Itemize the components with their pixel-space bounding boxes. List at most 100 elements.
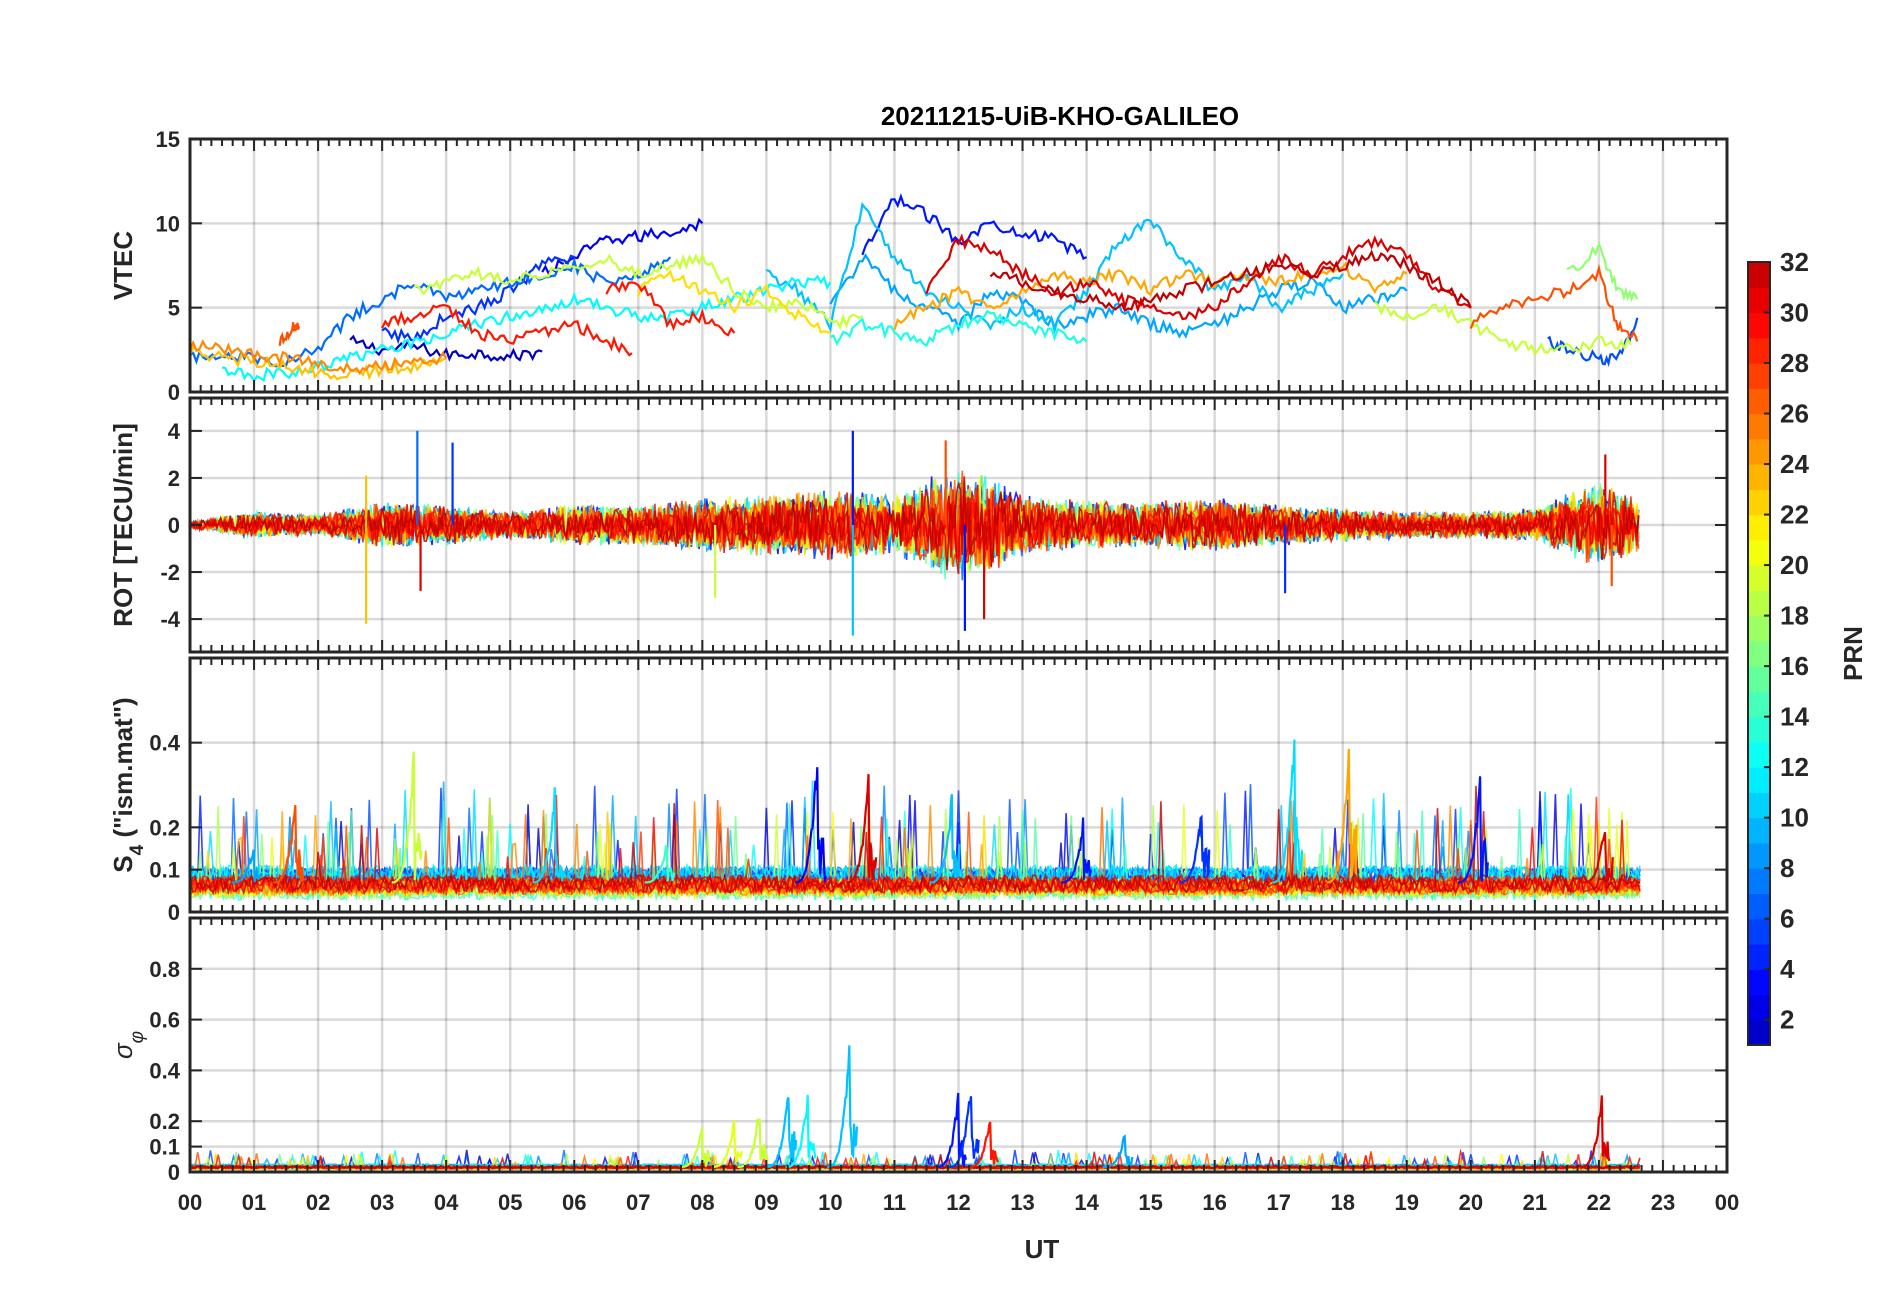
colorbar-segment (1748, 312, 1770, 339)
vtec-series-prn-23 (190, 345, 447, 381)
vtec-series-prn-25 (190, 339, 448, 375)
sigma_phi-peak-prn-10 (827, 1045, 859, 1169)
panel-ticks (189, 398, 1728, 652)
y-tick-label: 0.2 (149, 815, 180, 840)
colorbar-segment (1748, 413, 1770, 440)
colorbar-tick-label: 32 (1780, 247, 1809, 277)
x-tick-label: 10 (818, 1190, 842, 1215)
s4-peak-prn-4 (1061, 817, 1092, 884)
panel-ticks (189, 918, 1728, 1173)
colorbar-segment (1748, 615, 1770, 642)
colorbar-segment (1748, 464, 1770, 490)
colorbar-segment (1748, 691, 1770, 718)
y-tick-label: 0 (168, 900, 180, 925)
x-tick-label: 12 (946, 1190, 970, 1215)
y-tick-label: 10 (156, 211, 180, 236)
colorbar-segment (1748, 363, 1770, 389)
colorbar-segment (1748, 943, 1770, 970)
vtec-series-prn-27 (278, 322, 300, 346)
colorbar-tick-label: 18 (1780, 601, 1809, 631)
sigma_phi-peak-prn-31 (1579, 1095, 1611, 1169)
colorbar-segment (1748, 489, 1770, 516)
colorbar-segment (1748, 388, 1770, 415)
rot-series-prn-31 (190, 491, 1640, 575)
chart-title: 20211215-UiB-KHO-GALILEO (881, 101, 1239, 131)
y-tick-label: 0.2 (149, 1109, 180, 1134)
colorbar-tick-label: 16 (1780, 651, 1809, 681)
vtec-series-prn-29 (381, 303, 633, 357)
x-tick-label: 05 (498, 1190, 522, 1215)
x-tick-label: 01 (242, 1190, 266, 1215)
vtec-series-prn-27 (1469, 263, 1639, 342)
x-tick-label: 07 (626, 1190, 650, 1215)
colorbar-tick-label: 2 (1780, 1005, 1794, 1035)
x-tick-label: 23 (1651, 1190, 1675, 1215)
panel-vtec: 0 5 10 15 VTEC (108, 127, 1729, 405)
vtec-series-prn-13 (830, 309, 1088, 348)
colorbar-tick-label: 12 (1780, 752, 1809, 782)
y-tick-label: 4 (168, 419, 181, 444)
vtec-series-prn-19 (413, 252, 863, 331)
x-tick-label: 13 (1010, 1190, 1034, 1215)
x-tick-label: 16 (1202, 1190, 1226, 1215)
rot-series-prn-32 (190, 476, 1640, 571)
y-axis-title-base: S (108, 855, 138, 872)
s4-peak-prn-11 (532, 787, 564, 884)
x-tick-label: 02 (306, 1190, 330, 1215)
colorbar-tick-label: 26 (1780, 399, 1809, 429)
x-tick-label: 18 (1331, 1190, 1355, 1215)
colorbar-segment (1748, 792, 1770, 819)
x-tick-label: 19 (1395, 1190, 1419, 1215)
colorbar-segment (1748, 767, 1770, 794)
colorbar-segment (1748, 337, 1770, 364)
s4-peak-prn-31 (846, 774, 878, 884)
x-tick-label: 00 (1715, 1190, 1739, 1215)
x-tick-label: 15 (1138, 1190, 1162, 1215)
x-tick-label: 06 (562, 1190, 586, 1215)
rot-series-prn-29 (190, 488, 1640, 568)
vtec-series-prn-31 (925, 233, 1472, 321)
sigma_phi-peak-prn-10 (766, 1097, 798, 1169)
s4-series-prn-31 (190, 811, 1641, 896)
x-tick-label: 20 (1459, 1190, 1483, 1215)
s4-peak-prn-14 (644, 844, 676, 884)
panel-rot: -4 -2 0 2 4 ROT [TECU/min] (108, 396, 1729, 654)
colorbar-segment (1748, 918, 1770, 945)
x-axis-title: UT (1025, 1234, 1060, 1264)
vtec-series-prn-32 (989, 249, 1472, 313)
panel-ticks (189, 138, 1728, 393)
vtec-series-prn-10 (766, 201, 1344, 335)
colorbar-segment (1748, 893, 1770, 920)
colorbar-segment (1748, 994, 1770, 1021)
s4-peak-prn-9 (231, 849, 263, 884)
panel-ticks (189, 658, 1728, 913)
vtec-series-prn-4 (861, 193, 1088, 260)
x-tick-label: 04 (434, 1190, 459, 1215)
s4-peak-prn-3 (795, 767, 827, 884)
sigma_phi-peak-prn-4 (936, 1092, 967, 1169)
colorbar-frame (1747, 261, 1771, 1046)
sigma_phi-peak-prn-19 (679, 1127, 711, 1169)
colorbar-tick-label: 30 (1780, 298, 1809, 328)
y-axis-title-sub: 4 (127, 844, 148, 855)
x-tick-label: 11 (883, 1190, 906, 1215)
vtec-series-prn-19 (1374, 301, 1632, 356)
colorbar-tick-label: 4 (1780, 954, 1795, 984)
y-tick-label: 15 (156, 127, 180, 152)
colorbar-segment (1748, 969, 1770, 996)
colorbar-tick-label: 22 (1780, 500, 1809, 530)
y-tick-label: 0.6 (149, 1008, 180, 1033)
colorbar-segment (1748, 565, 1770, 591)
s4-peak-prn-11 (1272, 739, 1304, 884)
y-axis-title-rest: ("ism.mat") (108, 697, 138, 844)
panel-data (190, 193, 1639, 383)
y-tick-label: 2 (168, 466, 180, 491)
y-axis-title-s4: S4 ("ism.mat") (108, 697, 148, 872)
x-tick-labels: 00 01 02 03 04 05 06 07 08 09 10 11 12 13 14 15 16 17 18 19… (178, 1190, 1739, 1215)
colorbar-segment (1748, 868, 1770, 895)
x-tick-label: 09 (754, 1190, 778, 1215)
colorbar-segment (1748, 741, 1770, 768)
